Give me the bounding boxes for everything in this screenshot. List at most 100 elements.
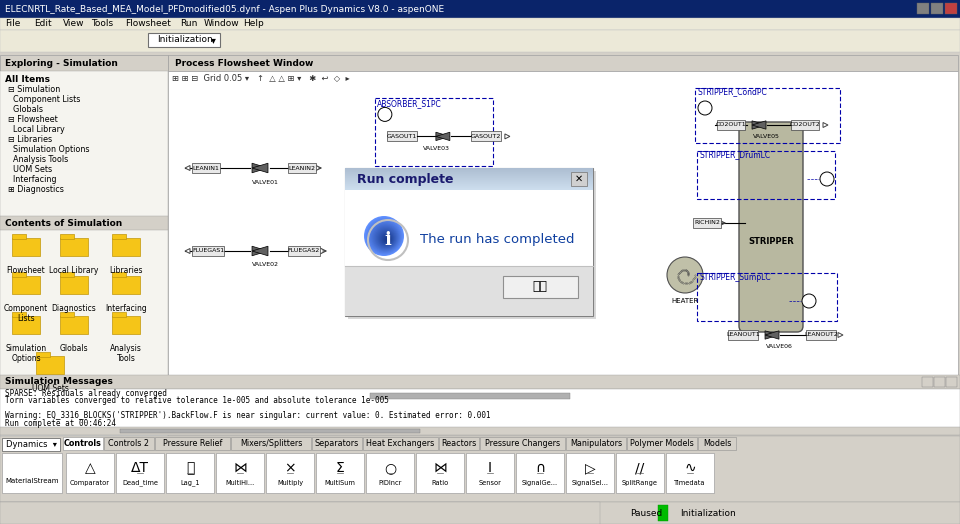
- Bar: [316, 453, 364, 493]
- Text: MultiHi...: MultiHi...: [226, 480, 254, 486]
- Polygon shape: [185, 248, 190, 254]
- Circle shape: [376, 228, 396, 248]
- Bar: [566, 437, 626, 450]
- Bar: [63, 437, 103, 450]
- Bar: [66, 453, 114, 493]
- Polygon shape: [505, 134, 510, 139]
- Bar: [12, 238, 40, 256]
- Text: Exploring - Simulation: Exploring - Simulation: [5, 59, 118, 68]
- Circle shape: [382, 234, 392, 244]
- Polygon shape: [252, 246, 268, 256]
- Bar: [345, 183, 593, 184]
- Bar: [0, 427, 960, 435]
- Circle shape: [367, 219, 402, 254]
- Bar: [0, 71, 168, 436]
- Bar: [934, 377, 945, 387]
- Bar: [0, 436, 960, 502]
- Bar: [345, 176, 593, 177]
- Text: Simulation
Options: Simulation Options: [6, 344, 47, 364]
- FancyBboxPatch shape: [739, 122, 803, 332]
- Bar: [363, 437, 438, 450]
- Bar: [345, 190, 593, 316]
- Text: Reactors: Reactors: [442, 439, 476, 448]
- Text: Edit: Edit: [34, 19, 52, 28]
- Text: Paused: Paused: [630, 508, 662, 518]
- Bar: [12, 234, 26, 239]
- Text: Dynamics  ▾: Dynamics ▾: [6, 440, 57, 449]
- Text: Libraries: Libraries: [109, 266, 143, 275]
- Text: UOM Sets: UOM Sets: [32, 384, 68, 393]
- Text: Run complete at 00:46:24: Run complete at 00:46:24: [5, 419, 116, 428]
- Text: CO2OUT1: CO2OUT1: [716, 123, 746, 127]
- Text: ▾: ▾: [210, 35, 215, 45]
- Bar: [0, 0, 960, 18]
- Bar: [806, 330, 836, 340]
- Bar: [370, 393, 570, 399]
- Bar: [0, 389, 960, 435]
- Text: MaterialStream: MaterialStream: [5, 478, 59, 484]
- Text: GASOUT1: GASOUT1: [387, 134, 417, 139]
- Text: Analysis Tools: Analysis Tools: [8, 155, 68, 163]
- Circle shape: [378, 231, 395, 246]
- Text: View: View: [62, 19, 84, 28]
- Text: ⊟ Flowsheet: ⊟ Flowsheet: [8, 115, 58, 124]
- Text: ΔT: ΔT: [131, 461, 149, 475]
- Text: ELECNRTL_Rate_Based_MEA_Model_PFDmodified05.dynf - Aspen Plus Dynamics V8.0 - as: ELECNRTL_Rate_Based_MEA_Model_PFDmodifie…: [5, 5, 444, 14]
- Circle shape: [373, 226, 397, 249]
- Text: ⊞ Diagnostics: ⊞ Diagnostics: [8, 184, 64, 193]
- Bar: [104, 437, 154, 450]
- Text: Σ: Σ: [336, 461, 345, 475]
- Bar: [60, 316, 88, 334]
- Bar: [155, 437, 230, 450]
- Polygon shape: [252, 163, 268, 173]
- Text: Component
Lists: Component Lists: [4, 304, 48, 323]
- Text: VALVE03: VALVE03: [423, 146, 450, 151]
- Bar: [697, 151, 835, 199]
- Text: Heat Exchangers: Heat Exchangers: [367, 439, 435, 448]
- Text: Interfacing: Interfacing: [8, 174, 57, 183]
- Circle shape: [364, 216, 404, 256]
- Bar: [345, 189, 593, 190]
- Bar: [168, 391, 958, 401]
- Circle shape: [387, 239, 389, 241]
- Text: Process Flowsheet Window: Process Flowsheet Window: [175, 59, 313, 68]
- Text: Multiply: Multiply: [276, 480, 303, 486]
- Text: Manipulators: Manipulators: [570, 439, 622, 448]
- Text: LEANIN2: LEANIN2: [289, 166, 316, 170]
- Circle shape: [365, 217, 403, 255]
- Bar: [946, 377, 957, 387]
- Bar: [60, 312, 74, 317]
- Text: SplitRange: SplitRange: [622, 480, 658, 486]
- Bar: [0, 502, 600, 524]
- Circle shape: [384, 236, 391, 243]
- Circle shape: [386, 237, 390, 242]
- Text: ∩: ∩: [535, 461, 545, 475]
- Bar: [366, 453, 414, 493]
- Text: Separators: Separators: [315, 439, 359, 448]
- Text: Window: Window: [204, 19, 239, 28]
- Text: 확인: 확인: [533, 280, 547, 293]
- Text: Run: Run: [180, 19, 198, 28]
- Text: ×: ×: [284, 461, 296, 475]
- Bar: [728, 330, 758, 340]
- Text: CO2OUT2: CO2OUT2: [790, 123, 821, 127]
- Circle shape: [369, 221, 401, 253]
- Text: SPARSE: Residuals already converged: SPARSE: Residuals already converged: [5, 388, 167, 398]
- Bar: [60, 276, 88, 294]
- Bar: [120, 429, 420, 433]
- Circle shape: [374, 227, 396, 249]
- Bar: [693, 218, 721, 228]
- Bar: [0, 375, 960, 389]
- Bar: [627, 437, 697, 450]
- Bar: [0, 55, 168, 71]
- Text: ⊟ Simulation: ⊟ Simulation: [8, 84, 60, 93]
- Text: VALVE05: VALVE05: [753, 135, 780, 139]
- Bar: [466, 453, 514, 493]
- Bar: [60, 272, 74, 277]
- Bar: [616, 453, 664, 493]
- Text: RICHIN2: RICHIN2: [694, 221, 720, 225]
- Polygon shape: [252, 163, 268, 173]
- Text: Simulation Options: Simulation Options: [8, 145, 89, 154]
- Bar: [0, 30, 960, 52]
- Text: Lag_1: Lag_1: [180, 479, 200, 486]
